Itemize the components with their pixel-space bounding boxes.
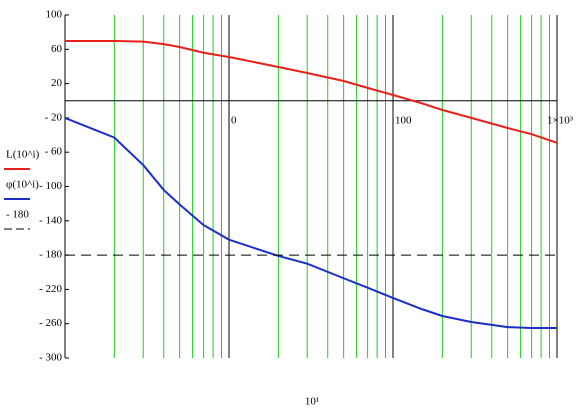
series-line [65,39,558,144]
y-tick-label: 60 [51,43,63,55]
y-tick-label: - 100 [39,180,62,192]
y-tick-label: - 260 [39,317,62,329]
legend-label: L(10^i) [6,149,40,161]
y-tick-label: 20 [51,77,63,89]
y-tick-label: - 60 [45,146,63,158]
y-tick-label: - 180 [39,249,62,261]
x-tick-label: 1×10³ [547,114,574,126]
legend-label: φ(10^i) [6,179,39,191]
series-line [64,116,557,329]
y-tick-label: 100 [46,9,63,21]
legend-label: - 180 [6,209,29,221]
x-axis-label: 10¹ [305,396,319,408]
y-tick-label: - 20 [45,111,63,123]
y-tick-label: - 300 [39,352,62,364]
x-tick-label: 0 [231,114,237,126]
y-tick-label: - 140 [39,214,62,226]
y-tick-label: - 220 [39,283,62,295]
x-tick-label: 100 [395,114,412,126]
